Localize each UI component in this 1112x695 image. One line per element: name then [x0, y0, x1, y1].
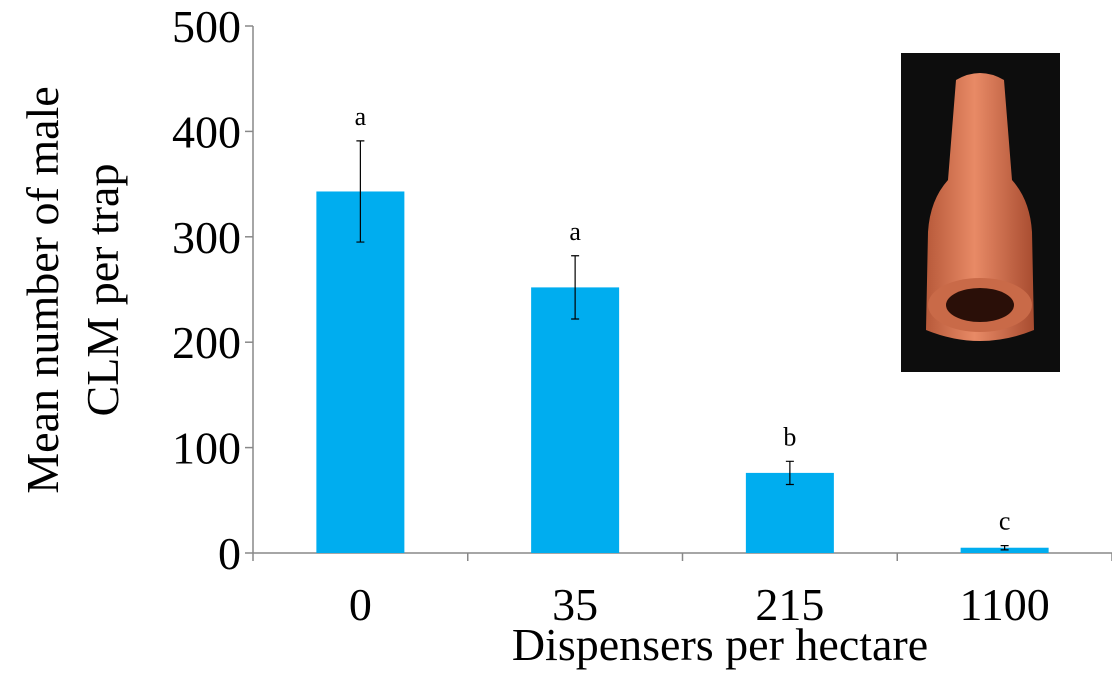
significance-letter: a	[569, 217, 581, 246]
error-bar	[785, 460, 794, 486]
inset-photo	[901, 53, 1060, 372]
significance-letter: b	[783, 422, 796, 451]
error-bar	[571, 255, 580, 320]
y-tick-label: 100	[172, 423, 241, 474]
y-axis-label: Mean number of male CLM per trap	[17, 86, 128, 493]
y-axis-label-line: Mean number of male	[17, 86, 68, 493]
y-tick-label: 300	[172, 212, 241, 263]
plot-area: 0 100 200 300 400 500 0 a 35 a 215 b 1100 c	[172, 1, 1112, 630]
x-tick-label: 215	[755, 579, 824, 630]
y-tick-label: 500	[172, 1, 241, 52]
y-tick-label: 0	[218, 528, 241, 579]
y-tick-label: 200	[172, 317, 241, 368]
x-tick-label: 1100	[959, 579, 1049, 630]
y-axis-label-line: CLM per trap	[77, 164, 128, 417]
bar	[745, 472, 834, 553]
error-bar	[356, 140, 365, 243]
y-tick-label: 400	[172, 106, 241, 157]
significance-letter: a	[355, 102, 367, 131]
bar	[531, 287, 620, 553]
bar	[316, 191, 405, 553]
x-axis-label: Dispensers per hectare	[512, 619, 928, 670]
error-bar	[1000, 545, 1009, 551]
significance-letter: c	[999, 507, 1011, 536]
x-tick-label: 0	[349, 579, 372, 630]
x-tick-label: 35	[552, 579, 598, 630]
